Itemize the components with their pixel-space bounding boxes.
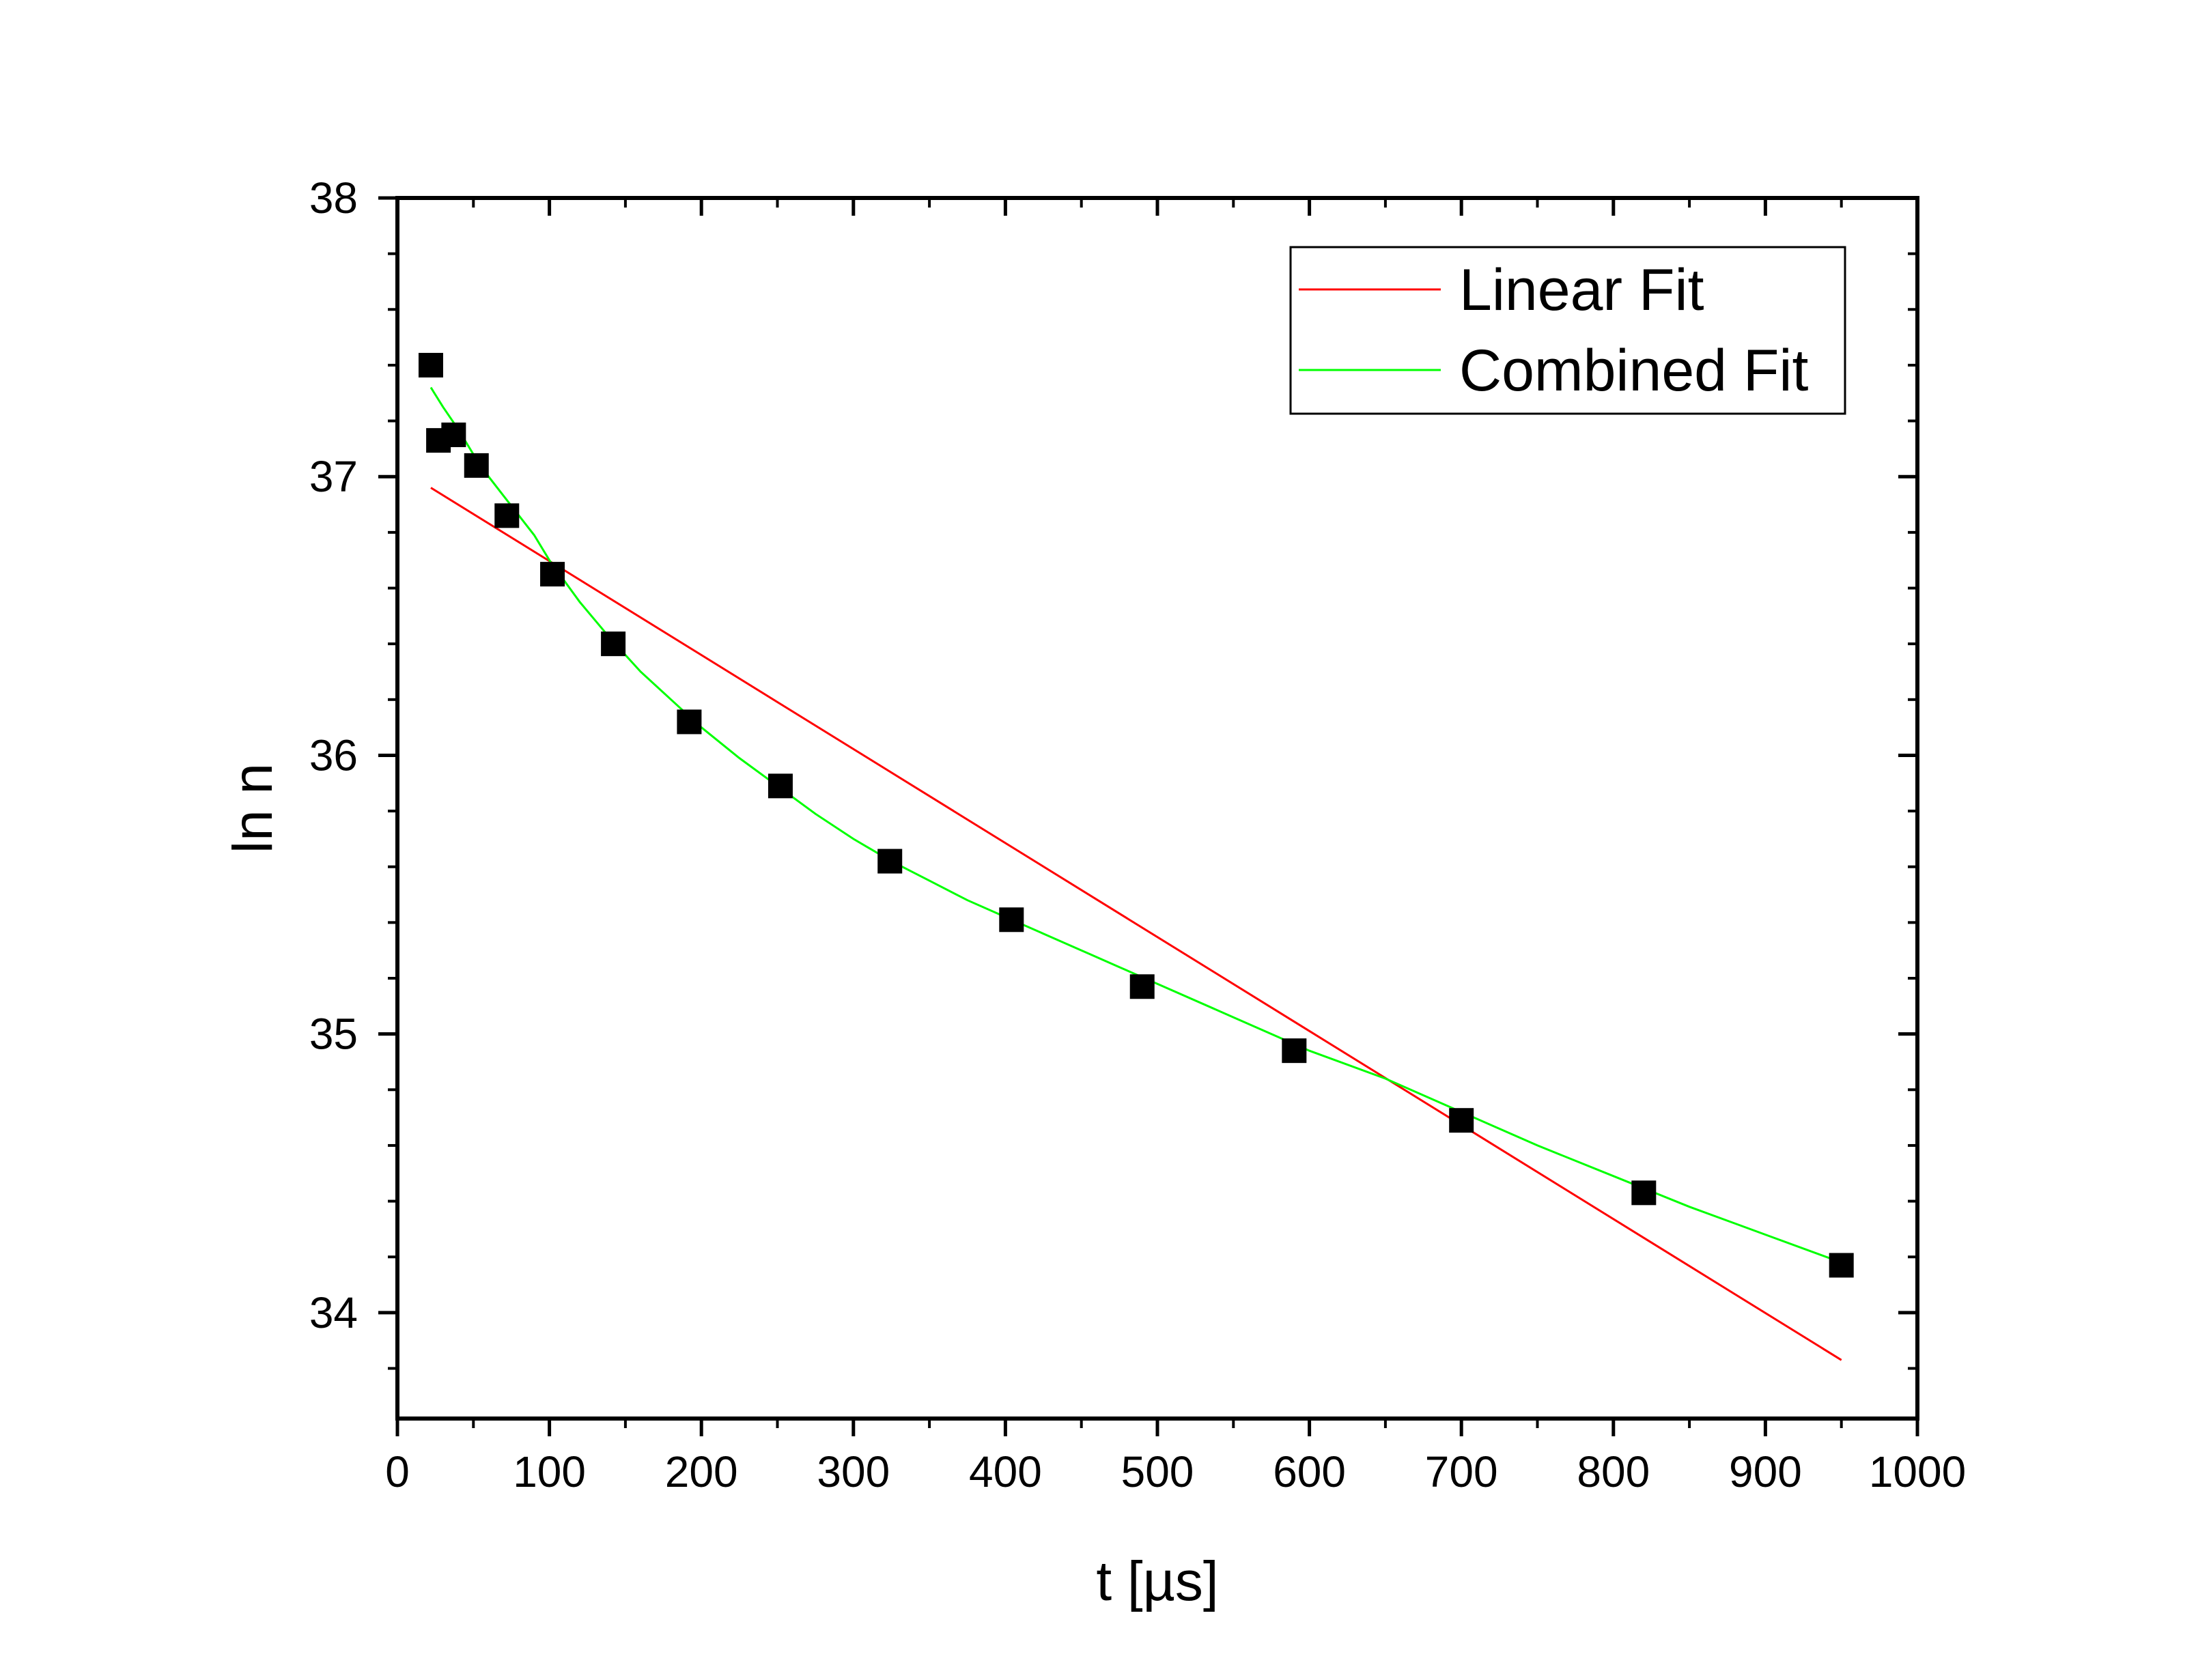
- data-point: [418, 352, 443, 378]
- data-point: [877, 849, 903, 874]
- data-point: [1449, 1108, 1474, 1133]
- data-point: [464, 453, 489, 478]
- x-tick-label: 200: [665, 1447, 738, 1496]
- data-point: [441, 422, 466, 447]
- plot-area: [418, 352, 1854, 1361]
- x-tick-label: 800: [1577, 1447, 1650, 1496]
- y-tick-label: 35: [309, 1010, 358, 1059]
- x-tick-label: 700: [1425, 1447, 1498, 1496]
- legend-box: [1289, 246, 1846, 415]
- data-point: [677, 709, 702, 735]
- x-tick-label: 300: [817, 1447, 890, 1496]
- data-point: [1282, 1038, 1307, 1064]
- data-point: [494, 503, 520, 528]
- data-point: [601, 631, 626, 657]
- x-tick-label: 900: [1729, 1447, 1802, 1496]
- data-point: [1631, 1180, 1657, 1206]
- x-tick-label: 0: [385, 1447, 410, 1496]
- series-line-linear-fit: [430, 487, 1842, 1361]
- x-axis-title: t [µs]: [1096, 1550, 1218, 1612]
- data-point: [999, 907, 1024, 932]
- data-point: [1829, 1253, 1854, 1278]
- x-tick-label: 100: [513, 1447, 586, 1496]
- x-tick-label: 400: [969, 1447, 1042, 1496]
- legend: Linear Fit Combined Fit: [1289, 246, 1846, 415]
- data-point: [1129, 974, 1155, 999]
- data-point: [540, 562, 565, 587]
- legend-label-combined-fit: Combined Fit: [1459, 338, 1809, 403]
- y-tick-label: 37: [309, 452, 358, 501]
- points-layer: [418, 352, 1854, 1278]
- y-tick-label: 36: [309, 730, 358, 780]
- y-axis-title: ln n: [222, 763, 284, 853]
- y-tick-label: 34: [309, 1288, 358, 1337]
- x-tick-label: 500: [1121, 1447, 1194, 1496]
- legend-label-linear-fit: Linear Fit: [1459, 257, 1704, 323]
- y-tick-label: 38: [309, 173, 358, 223]
- ticks-layer: [378, 196, 1919, 1436]
- x-tick-label: 600: [1273, 1447, 1346, 1496]
- x-tick-label: 1000: [1869, 1447, 1966, 1496]
- data-point: [768, 773, 793, 799]
- tick-labels-layer: 0 100 200 300 400 500 600 700 800 900 1000 34 35 36 37…: [309, 173, 1966, 1496]
